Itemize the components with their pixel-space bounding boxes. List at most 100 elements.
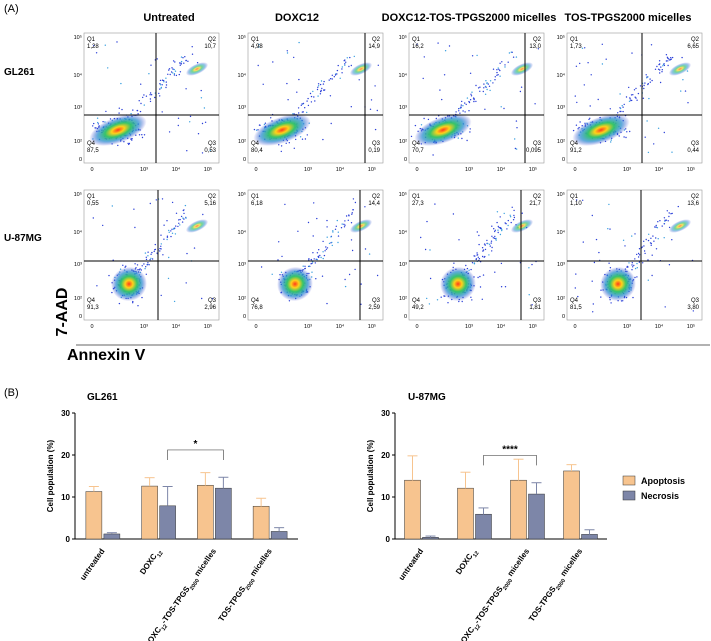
flow-event-dot <box>301 111 304 113</box>
quadrant-value: 4,98 <box>251 44 263 50</box>
flow-event-dot <box>657 127 660 129</box>
flow-event-dot <box>643 250 646 252</box>
bar-apoptosis <box>404 479 421 540</box>
flow-event-dot <box>159 83 161 85</box>
flow-event-dot <box>623 136 625 138</box>
flow-event-dot <box>284 203 286 206</box>
flow-event-dot <box>642 262 644 264</box>
flow-event-dot <box>466 139 468 142</box>
flow-event-dot <box>286 50 288 52</box>
flow-event-dot <box>141 134 143 136</box>
flow-y-tick-label: 10³ <box>238 105 246 111</box>
flow-event-dot <box>659 63 661 65</box>
flow-event-dot <box>343 226 346 228</box>
flow-density-q2 <box>668 62 692 76</box>
flow-event-dot <box>184 204 187 207</box>
flow-event-dot <box>664 306 666 308</box>
flow-event-dot <box>637 252 640 255</box>
flow-event-dot <box>572 129 575 132</box>
flow-event-dot <box>528 267 530 269</box>
flow-event-dot <box>337 241 339 244</box>
flow-event-dot <box>577 295 579 298</box>
flow-event-dot <box>670 58 672 60</box>
flow-event-dot <box>471 91 473 93</box>
flow-y-tick-label: 0 <box>79 314 82 320</box>
quadrant-name: Q3 <box>208 141 217 147</box>
flow-event-dot <box>200 97 203 99</box>
flow-event-dot <box>360 283 362 285</box>
flow-event-dot <box>503 212 505 215</box>
flow-event-dot <box>322 83 325 85</box>
bar-necrosis <box>159 505 176 540</box>
flow-event-dot <box>320 256 322 259</box>
flow-event-dot <box>670 213 672 215</box>
chart-ylabel: Cell population (%) <box>46 439 55 512</box>
quadrant-value: 5,16 <box>204 201 216 207</box>
flow-event-dot <box>189 115 192 118</box>
flow-density-core <box>600 266 636 302</box>
flow-event-dot <box>201 122 204 125</box>
flow-event-dot <box>632 94 634 96</box>
flow-event-dot <box>665 219 668 221</box>
flow-event-dot <box>631 99 633 102</box>
flow-y-tick-label: 10⁵ <box>557 191 565 198</box>
flow-event-dot <box>654 226 656 228</box>
flow-event-dot <box>647 83 649 86</box>
flow-event-dot <box>326 236 328 238</box>
flow-event-dot <box>200 89 202 92</box>
flow-event-dot <box>477 87 480 89</box>
flow-event-dot <box>97 123 100 125</box>
flow-event-dot <box>607 228 609 230</box>
quadrant-name: Q3 <box>533 141 542 147</box>
flow-y-tick-label: 10⁴ <box>557 72 566 79</box>
flow-event-dot <box>470 95 473 97</box>
flow-event-dot <box>636 276 638 278</box>
flow-event-dot <box>321 275 324 277</box>
flow-event-dot <box>638 261 641 263</box>
flow-event-dot <box>481 298 483 300</box>
flow-event-dot <box>469 131 471 133</box>
flow-event-dot <box>350 64 352 67</box>
flow-event-dot <box>337 64 339 67</box>
flow-event-dot <box>156 252 158 254</box>
flow-event-dot <box>149 259 151 261</box>
flow-x-tick-label: 10³ <box>623 324 631 330</box>
flow-event-dot <box>286 52 289 54</box>
row-label-u87mg: U-87MG <box>4 233 42 244</box>
flow-event-dot <box>325 248 328 250</box>
flow-event-dot <box>479 286 482 288</box>
flow-event-dot <box>410 135 413 138</box>
flow-event-dot <box>142 96 144 99</box>
flow-event-dot <box>635 97 637 99</box>
flow-event-dot <box>308 258 310 260</box>
y-tick-label: 0 <box>386 535 391 544</box>
flow-event-dot <box>423 56 425 58</box>
quadrant-name: Q1 <box>412 37 421 43</box>
flow-event-dot <box>117 144 119 147</box>
flow-event-dot <box>163 81 165 83</box>
quadrant-value: 0,19 <box>368 148 380 154</box>
flow-event-dot <box>494 76 496 78</box>
flow-event-dot <box>650 242 652 245</box>
bar-apoptosis <box>197 484 214 540</box>
flow-event-dot <box>429 249 431 251</box>
flow-event-dot <box>498 68 500 71</box>
flow-event-dot <box>521 212 523 214</box>
flow-event-dot <box>138 134 141 136</box>
flow-event-dot <box>354 268 356 271</box>
flow-event-dot <box>498 226 500 229</box>
flow-event-dot <box>471 262 474 264</box>
flow-event-dot <box>486 82 488 84</box>
flow-event-dot <box>312 235 314 237</box>
flow-event-dot <box>317 83 320 85</box>
flow-event-dot <box>623 103 625 106</box>
flow-event-dot <box>665 60 668 62</box>
quadrant-value: 6,65 <box>687 44 699 50</box>
flow-event-dot <box>590 74 592 76</box>
flow-event-dot <box>150 94 153 96</box>
flow-event-dot <box>325 246 327 248</box>
flow-event-dot <box>132 300 134 303</box>
flow-event-dot <box>657 221 659 223</box>
flow-event-dot <box>136 109 138 112</box>
